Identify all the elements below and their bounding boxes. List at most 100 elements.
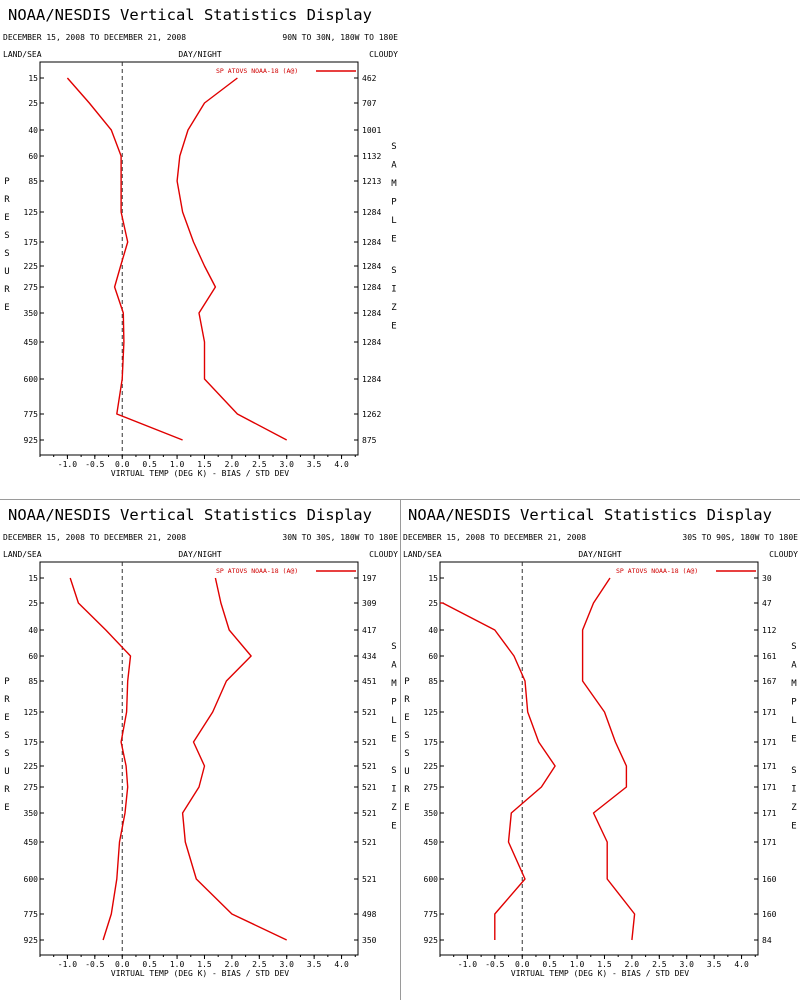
sample-size-value: 350 [362, 936, 377, 945]
sample-size-value: 521 [362, 762, 377, 771]
x-tick-label: -1.0 [458, 960, 477, 969]
sample-size-axis-letter: L [391, 716, 396, 726]
sample-size-axis-letter: L [391, 216, 396, 226]
sample-size-value: 160 [762, 875, 777, 884]
sample-size-value: 451 [362, 677, 377, 686]
pressure-level-label: 350 [24, 809, 39, 818]
pressure-level-label: 15 [28, 74, 38, 83]
chart-title: NOAA/NESDIS Vertical Statistics Display [8, 506, 372, 524]
x-tick-label: 2.5 [252, 960, 267, 969]
sample-size-axis-letter: E [391, 235, 396, 245]
chart-title: NOAA/NESDIS Vertical Statistics Display [8, 6, 372, 24]
cloudy-label: CLOUDY [369, 50, 398, 59]
vertical-profile-chart: NOAA/NESDIS Vertical Statistics Display D… [3, 506, 398, 978]
region-label: 90N TO 30N, 180W TO 180E [282, 33, 398, 42]
sample-size-value: 498 [362, 910, 377, 919]
sample-size-value: 1213 [362, 177, 381, 186]
region-label: 30N TO 30S, 180W TO 180E [282, 533, 398, 542]
x-tick-label: 3.0 [279, 960, 294, 969]
x-tick-label: 0.5 [142, 960, 157, 969]
pressure-level-label: 40 [428, 626, 438, 635]
pressure-level-label: 125 [424, 708, 439, 717]
sample-size-value: 875 [362, 436, 377, 445]
sample-size-value: 1284 [362, 283, 381, 292]
sample-size-value: 1284 [362, 375, 381, 384]
pressure-axis-letter: E [4, 713, 9, 723]
sample-size-axis-letter: A [391, 161, 397, 171]
sample-size-value: 521 [362, 738, 377, 747]
sample-size-axis-letter: E [791, 735, 796, 745]
day-night-label: DAY/NIGHT [578, 550, 622, 559]
sample-size-value: 197 [362, 574, 377, 583]
sample-size-value: 521 [362, 875, 377, 884]
x-tick-label: 0.5 [542, 960, 557, 969]
x-tick-label: 2.5 [652, 960, 667, 969]
bias-series-line [442, 602, 556, 940]
sample-size-axis-letter: M [391, 679, 397, 689]
date-range: DECEMBER 15, 2008 TO DECEMBER 21, 2008 [3, 33, 186, 42]
sample-size-value: 30 [762, 574, 772, 583]
pressure-axis-letter: S [4, 249, 9, 259]
x-tick-label: -1.0 [58, 460, 77, 469]
sample-size-axis-letter: P [391, 198, 397, 208]
sample-size-value: 521 [362, 708, 377, 717]
pressure-level-label: 775 [24, 910, 39, 919]
pressure-axis-letter: S [4, 731, 9, 741]
sample-size-axis-letter: S [391, 266, 396, 276]
std-dev-series-line [581, 577, 636, 941]
pressure-axis-letter: S [4, 231, 9, 241]
x-tick-label: 2.0 [225, 460, 240, 469]
plot-frame [39, 561, 359, 956]
pressure-level-label: 175 [24, 238, 39, 247]
sample-size-axis-letter: I [391, 785, 396, 795]
date-range: DECEMBER 15, 2008 TO DECEMBER 21, 2008 [3, 533, 186, 542]
pressure-axis-letter: E [4, 213, 9, 223]
pressure-level-label: 60 [28, 652, 38, 661]
pressure-level-label: 925 [424, 936, 439, 945]
sample-size-axis-letter: E [391, 322, 396, 332]
pressure-level-label: 225 [24, 262, 39, 271]
pressure-level-label: 600 [24, 375, 39, 384]
pressure-level-label: 175 [24, 738, 39, 747]
sample-size-axis-letter: E [391, 735, 396, 745]
chart-panel-empty [400, 0, 800, 500]
sample-size-axis-letter: Z [391, 303, 397, 313]
pressure-level-label: 775 [424, 910, 439, 919]
pressure-level-label: 125 [24, 708, 39, 717]
pressure-level-label: 85 [428, 677, 438, 686]
sample-size-value: 1284 [362, 238, 381, 247]
pressure-axis-letter: R [404, 695, 410, 705]
pressure-axis-letter: R [4, 695, 10, 705]
date-range: DECEMBER 15, 2008 TO DECEMBER 21, 2008 [403, 533, 586, 542]
pressure-axis-letter: P [4, 677, 10, 687]
x-tick-label: 1.0 [170, 960, 185, 969]
pressure-level-label: 25 [28, 599, 38, 608]
pressure-axis-letter: R [404, 785, 410, 795]
pressure-level-label: 40 [28, 126, 38, 135]
x-tick-label: 1.5 [197, 460, 212, 469]
pressure-level-label: 450 [24, 338, 39, 347]
sample-size-value: 309 [362, 599, 377, 608]
pressure-level-label: 450 [24, 838, 39, 847]
pressure-axis-letter: E [404, 713, 409, 723]
sample-size-value: 707 [362, 99, 377, 108]
pressure-axis-letter: R [4, 195, 10, 205]
x-axis-label: VIRTUAL TEMP (DEG K) - BIAS / STD DEV [511, 969, 689, 978]
sample-size-value: 112 [762, 626, 777, 635]
sample-size-axis-letter: S [391, 766, 396, 776]
sample-size-value: 1262 [362, 410, 381, 419]
sample-size-axis-letter: A [791, 661, 797, 671]
sample-size-axis-letter: Z [791, 803, 797, 813]
x-tick-label: -0.5 [85, 960, 104, 969]
sample-size-value: 1284 [362, 309, 381, 318]
pressure-level-label: 600 [424, 875, 439, 884]
pressure-level-label: 275 [24, 283, 39, 292]
x-tick-label: 1.5 [597, 960, 612, 969]
x-tick-label: 2.0 [625, 960, 640, 969]
pressure-level-label: 350 [24, 309, 39, 318]
x-tick-label: 0.0 [115, 960, 130, 969]
cloudy-label: CLOUDY [369, 550, 398, 559]
std-dev-series-line [176, 77, 288, 441]
pressure-level-label: 125 [24, 208, 39, 217]
